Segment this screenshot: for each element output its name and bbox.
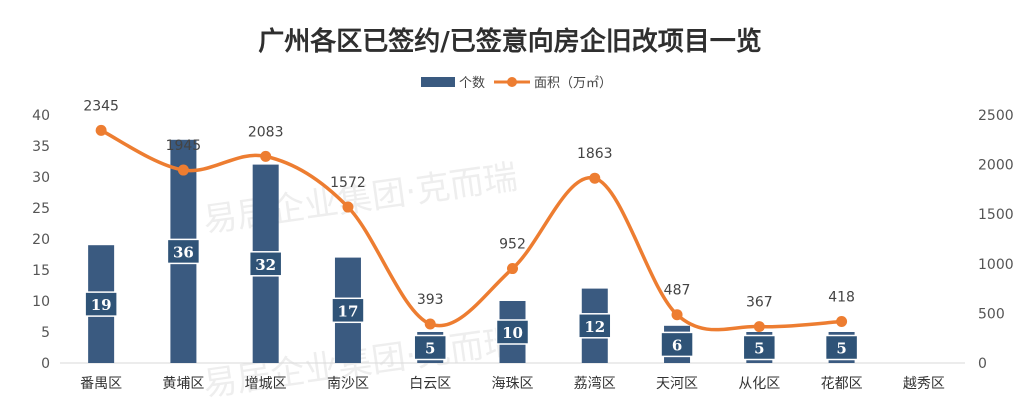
y-left-tick-label: 30 [32,170,50,186]
line-value-label: 487 [664,283,691,299]
x-axis: 番禺区 黄埔区 增城区 南沙区 白云区 海珠区 荔湾区 天河区 从化区 花都区 越秀区 [80,375,945,392]
area-line [100,128,842,332]
bar-label-box [84,291,118,317]
y-axis-right: 0 500 1000 1500 2000 2500 [978,108,1014,372]
bar-value-label: 10 [502,324,523,342]
y-right-tick-label: 500 [978,306,1005,322]
bar-label-box [660,331,694,358]
y-left-tick-label: 40 [32,108,50,124]
line-value-label: 393 [417,292,444,308]
y-axis-left: 0 5 10 15 20 25 30 35 40 [32,108,50,372]
line-value-label: 367 [746,295,773,311]
watermark-text: 易居企业集团·克而瑞 [201,157,520,241]
bar-value-label: 17 [338,302,359,320]
y-left-tick-label: 5 [41,325,50,341]
x-tick-label: 白云区 [409,376,451,392]
y-left-tick-label: 25 [32,201,50,217]
bar-label-box [331,297,365,324]
legend: 个数 面积（万㎡） [421,76,612,91]
x-tick-label: 黄埔区 [162,375,204,392]
line-value-label: 1863 [577,146,613,162]
bar-label-box [166,238,201,265]
line-point [589,172,601,184]
line-point [424,318,436,330]
bar-value-label: 12 [584,318,605,336]
y-right-tick-label: 0 [978,356,987,372]
x-tick-label: 增城区 [245,376,287,392]
line-value-label: 1945 [166,138,202,154]
x-tick-label: 番禺区 [80,376,122,392]
y-right-tick-label: 2500 [978,108,1014,124]
line-point [342,201,354,213]
line-value-label: 418 [828,290,855,306]
bar-series: 19 36 32 17 5 10 12 6 5 5 [84,139,859,363]
line-point [753,321,765,333]
y-right-tick-label: 2000 [978,158,1014,174]
bar-label-box [742,334,777,361]
y-left-tick-label: 10 [32,294,50,310]
bar-value-label: 6 [672,336,682,354]
bar-value-label: 5 [754,340,764,358]
bar-label-box [578,313,612,339]
line-value-label: 2345 [83,98,119,114]
line-value-label: 952 [499,237,526,253]
x-tick-label: 天河区 [656,376,698,392]
line-point [836,316,848,328]
y-left-tick-label: 35 [32,139,50,155]
legend-swatch-marker [507,77,517,87]
line-point [95,124,107,136]
x-tick-label: 海珠区 [492,376,534,392]
bar-value-label: 32 [255,256,276,274]
y-right-tick-label: 1500 [978,207,1014,223]
y-left-tick-label: 20 [32,232,50,248]
bar-value-label: 5 [425,340,435,358]
legend-swatch-bar [421,77,455,87]
x-tick-label: 花都区 [821,376,863,392]
line-point [507,263,518,275]
bar-label-box [824,334,859,361]
line-point [260,150,272,162]
legend-label-area: 面积（万㎡） [534,76,612,91]
bar-label-box [495,319,530,345]
y-left-tick-label: 0 [41,356,50,372]
legend-label-count: 个数 [459,76,485,91]
x-tick-label: 南沙区 [327,376,369,392]
bar-value-label: 36 [173,243,194,261]
line-point [671,309,683,321]
line-value-label: 1572 [330,175,366,191]
x-tick-label: 荔湾区 [574,375,616,392]
chart-title: 广州各区已签约/已签意向房企旧改项目一览 [258,26,762,57]
line-point [177,164,189,176]
bar-label-box [413,334,447,361]
y-left-tick-label: 15 [32,263,50,279]
bar-value-label: 5 [836,340,846,358]
bar-label-box [248,251,283,277]
line-value-label: 2083 [248,124,284,140]
x-tick-label: 越秀区 [903,376,945,392]
y-right-tick-label: 1000 [978,257,1014,273]
x-tick-label: 从化区 [738,376,780,392]
bar-value-label: 19 [91,296,112,314]
line-series: 2345 1945 2083 1572 393 952 1863 487 367 418 [83,98,855,333]
